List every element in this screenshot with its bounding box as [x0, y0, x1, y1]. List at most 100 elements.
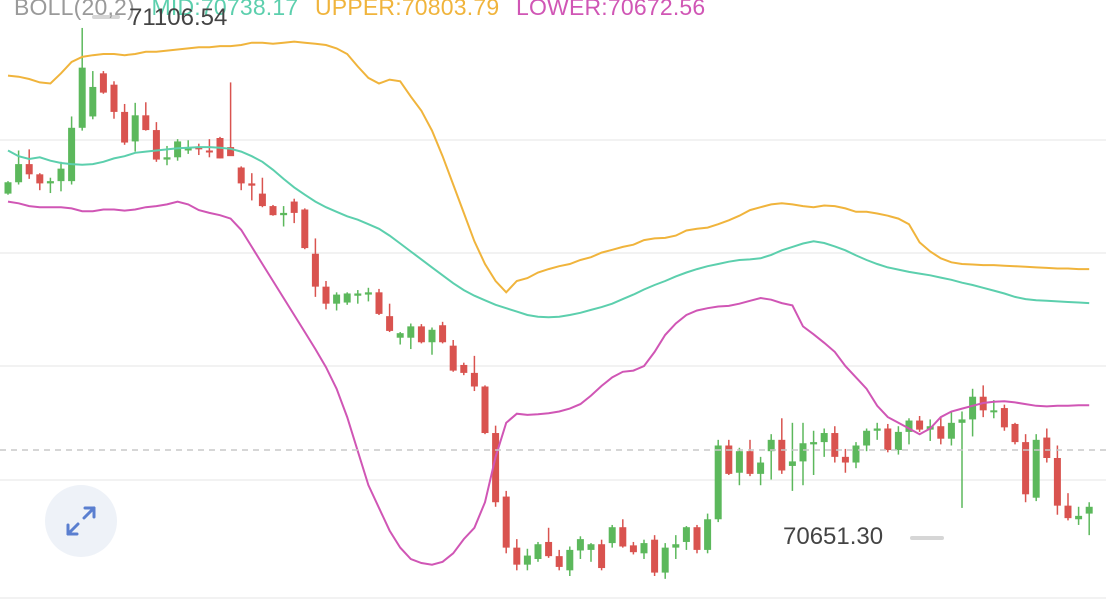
candle-body — [311, 253, 319, 287]
candle-body — [566, 549, 574, 571]
candle-body — [470, 372, 478, 387]
candle-body — [735, 451, 743, 473]
candle-body — [990, 410, 998, 413]
candle-body — [555, 556, 563, 567]
candle-body — [598, 544, 606, 569]
candle-body — [672, 544, 680, 548]
candle-body — [619, 527, 627, 547]
candle-body — [354, 293, 362, 296]
candle-body — [152, 130, 160, 160]
candle-body — [916, 420, 924, 430]
candle-body — [661, 547, 669, 573]
candle-body — [746, 451, 754, 474]
candle-body — [852, 445, 860, 463]
candle-body — [1032, 439, 1040, 498]
candle-body — [513, 547, 521, 565]
expand-button[interactable] — [45, 485, 117, 557]
candle-body — [778, 439, 786, 471]
grid-lines — [0, 139, 1106, 599]
candle-body — [163, 157, 171, 160]
candle-body — [417, 326, 425, 343]
candle-body — [576, 539, 584, 551]
legend-mid: MID:70738.17 — [151, 0, 299, 20]
candle-body — [121, 111, 129, 143]
candle-body — [396, 333, 404, 338]
candle-body — [905, 420, 913, 432]
candle-body — [280, 212, 288, 216]
candle-body — [439, 325, 447, 343]
candles — [4, 27, 1093, 579]
candle-body — [481, 386, 489, 434]
candle-body — [99, 73, 107, 93]
candle-body — [131, 115, 139, 142]
indicator-legend: BOLL(20,2) MID:70738.17 UPPER:70803.79 L… — [14, 0, 715, 21]
candle-body — [958, 419, 966, 423]
candle-body — [248, 183, 256, 186]
candle-body — [269, 206, 277, 216]
candle-body — [587, 544, 595, 550]
candle-body — [25, 164, 33, 175]
candle-body — [1085, 506, 1093, 514]
candle-body — [799, 443, 807, 462]
candle-body — [227, 147, 235, 157]
candle-body — [46, 181, 54, 184]
legend-lower: LOWER:70672.56 — [515, 0, 706, 20]
candle-body — [1000, 408, 1008, 428]
candle-body — [492, 433, 500, 503]
candle-body — [386, 316, 394, 331]
candle-body — [894, 431, 902, 451]
candle-body — [947, 422, 955, 439]
candle-body — [640, 543, 648, 554]
candle-body — [969, 396, 977, 420]
candle-body — [629, 545, 637, 553]
mid-band-line — [7, 146, 1090, 319]
candle-body — [1075, 515, 1083, 520]
candle-body — [89, 86, 97, 117]
candle-body — [682, 527, 690, 542]
candle-body — [831, 433, 839, 457]
candle-body — [873, 428, 881, 431]
candle-body — [1022, 442, 1030, 495]
candle-body — [301, 209, 309, 249]
candle-body — [333, 294, 341, 304]
candle-body — [545, 541, 553, 557]
candle-body — [460, 364, 468, 373]
candle-body — [195, 147, 203, 150]
candle-body — [57, 168, 65, 182]
candle-body — [1011, 423, 1019, 443]
candle-body — [258, 193, 266, 207]
high-price-label: 71106.54 — [129, 4, 228, 31]
candle-body — [767, 439, 775, 452]
candle-body — [725, 445, 733, 474]
low-marker — [910, 536, 944, 540]
candle-body — [863, 430, 871, 446]
candle-body — [4, 182, 12, 194]
candle-body — [36, 174, 44, 184]
candle-body — [68, 127, 76, 182]
legend-indicator-name: BOLL(20,2) — [14, 0, 135, 20]
expand-arrows-icon — [66, 506, 96, 536]
candle-body — [110, 84, 118, 112]
candle-body — [237, 167, 245, 184]
candle-body — [937, 426, 945, 439]
candle-body — [15, 164, 23, 183]
candle-body — [714, 445, 722, 520]
candle-body — [704, 519, 712, 550]
candle-body — [651, 539, 659, 573]
lower-band-line — [7, 200, 1090, 566]
candle-body — [523, 555, 531, 565]
candle-body — [290, 201, 298, 213]
candle-body — [1053, 457, 1061, 506]
candle-body — [534, 544, 542, 559]
candle-body — [428, 329, 436, 343]
candle-body — [449, 345, 457, 371]
low-price-label: 70651.30 — [783, 523, 884, 550]
candle-body — [343, 293, 351, 303]
candle-body — [757, 462, 765, 474]
candle-body — [78, 67, 86, 128]
high-marker — [92, 15, 120, 19]
candle-body — [693, 527, 701, 550]
upper-band-line — [7, 40, 1090, 294]
candle-body — [364, 292, 372, 295]
